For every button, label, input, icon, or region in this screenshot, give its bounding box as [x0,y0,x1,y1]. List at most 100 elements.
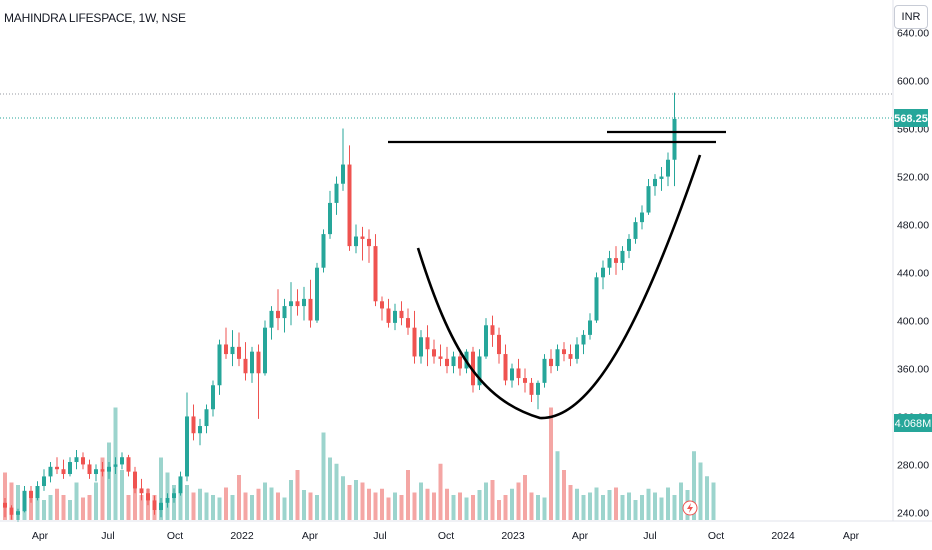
candle [575,337,579,364]
candle [614,246,618,275]
candle [646,178,651,215]
candle [354,224,358,254]
lightning-icon[interactable] [682,500,698,516]
candle [510,363,514,388]
last-price-text: 568.25 [894,113,928,125]
candle [640,205,644,230]
volume-bars [3,407,716,520]
candle [269,306,274,340]
candle [432,339,436,364]
candle [263,320,267,376]
candle [451,351,456,374]
volume-bar [705,476,709,520]
time-tick-label: Apr [843,530,860,542]
price-tick-label: 360.00 [897,363,929,375]
price-tick-label: 520.00 [897,172,929,184]
volume-bar [393,492,397,520]
candle [568,344,573,367]
volume-bar [100,457,105,520]
volume-bar [3,472,7,520]
volume-bar [627,492,631,520]
price-axis[interactable]: 640.00600.00560.00520.00480.00440.00400.… [892,0,932,521]
volume-bar [568,485,573,520]
candle [159,498,163,518]
volume-bar [438,463,443,520]
candle [3,498,7,518]
volume-bar [555,451,560,520]
volume-bar [432,492,436,520]
candle [35,481,40,501]
volume-tag [894,414,932,432]
volume-bar [204,492,209,520]
time-tick-label: Oct [708,530,724,542]
candle [29,486,33,503]
volume-bar [159,457,163,520]
time-axis[interactable]: Apr Jul Oct 2022 Apr Jul Oct 2023 Apr Jul Oct 2024 A… [0,520,932,542]
volume-bar [289,480,293,520]
volume-bar [679,482,683,520]
candle [620,246,625,271]
candle [503,344,508,386]
candle [360,226,365,261]
volume-bar [477,490,482,520]
volume-bar [536,495,540,520]
candle [224,327,228,359]
candle [588,313,592,340]
volume-bar [614,487,618,520]
volume-bar [360,482,365,520]
candle [347,145,352,251]
volume-bar [334,463,339,520]
candle [445,346,449,374]
candle [165,493,170,508]
time-tick-label: 2023 [501,530,525,542]
volume-bar [412,492,417,520]
candle [315,262,319,323]
time-tick-label: Apr [302,530,319,542]
volume-bar [224,487,228,520]
volume-bar [542,497,547,520]
volume-bar [35,490,40,520]
volume-bar [269,487,274,520]
candle [139,478,144,501]
chart-title: MAHINDRA LIFESPACE, 1W, NSE [4,11,186,25]
candle [659,166,664,191]
volume-bar [373,492,378,520]
currency-button[interactable]: INR [894,5,928,29]
volume-bar [81,497,85,520]
volume-bar [471,495,475,520]
candle [516,358,521,386]
candle [217,339,222,395]
volume-bar [178,478,183,520]
volume-bar [55,488,59,520]
candle [380,296,384,321]
volume-bar [87,495,92,520]
volume-bar [464,497,469,520]
time-tick-label: Oct [167,530,183,542]
volume-bar [640,495,644,520]
candle [191,404,196,441]
trendline-drawings[interactable] [388,130,726,420]
candle [581,330,586,355]
volume-bar [74,482,79,520]
candle [107,462,111,479]
candle [373,234,378,307]
volume-bar [549,407,553,520]
candle [386,298,391,328]
candle [555,344,560,371]
candle [341,128,345,191]
volume-bar [315,495,319,520]
volume-bar [510,488,514,520]
candle [276,289,280,331]
candle [562,342,566,362]
candle [666,152,670,187]
candle [477,349,482,391]
volume-bar [185,485,189,520]
candle [16,508,20,522]
volume-bar [445,488,449,520]
time-tick-label: Apr [32,530,49,542]
volume-bar [646,488,651,520]
price-tick-label: 440.00 [897,268,929,280]
candle [542,354,547,388]
volume-bar [276,492,280,520]
